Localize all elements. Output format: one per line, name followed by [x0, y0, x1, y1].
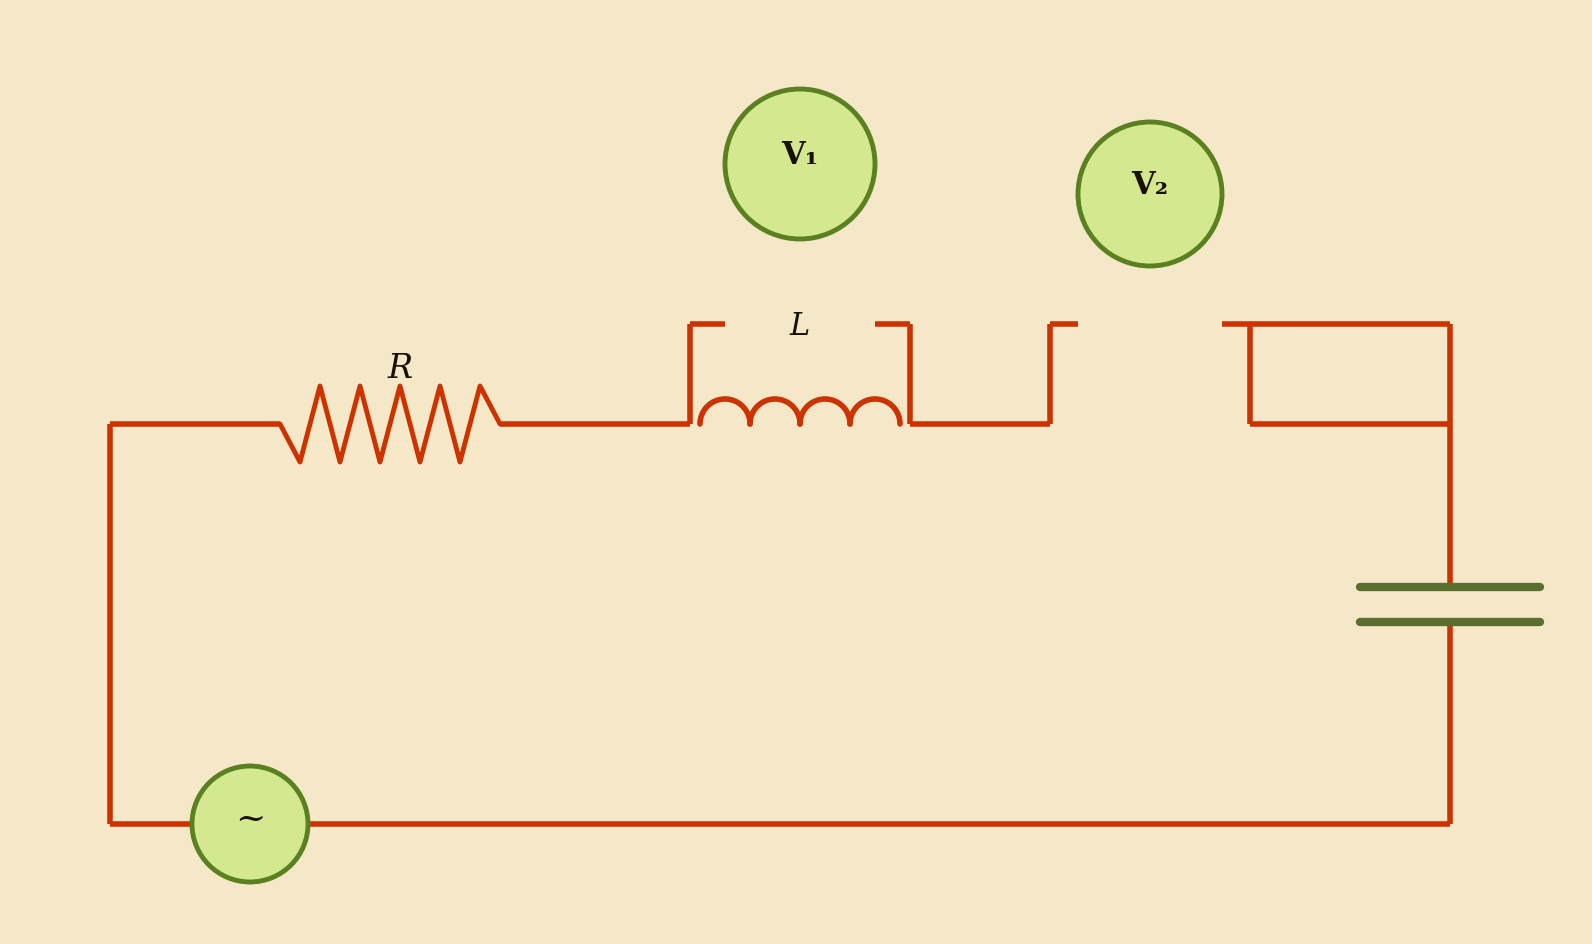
- Circle shape: [1078, 122, 1223, 266]
- Text: R: R: [387, 353, 412, 385]
- Text: V₂: V₂: [1132, 171, 1169, 201]
- Text: L: L: [790, 311, 810, 342]
- Text: V₁: V₁: [782, 141, 818, 172]
- Circle shape: [724, 89, 876, 239]
- Text: ~: ~: [234, 802, 266, 836]
- Circle shape: [193, 766, 307, 882]
